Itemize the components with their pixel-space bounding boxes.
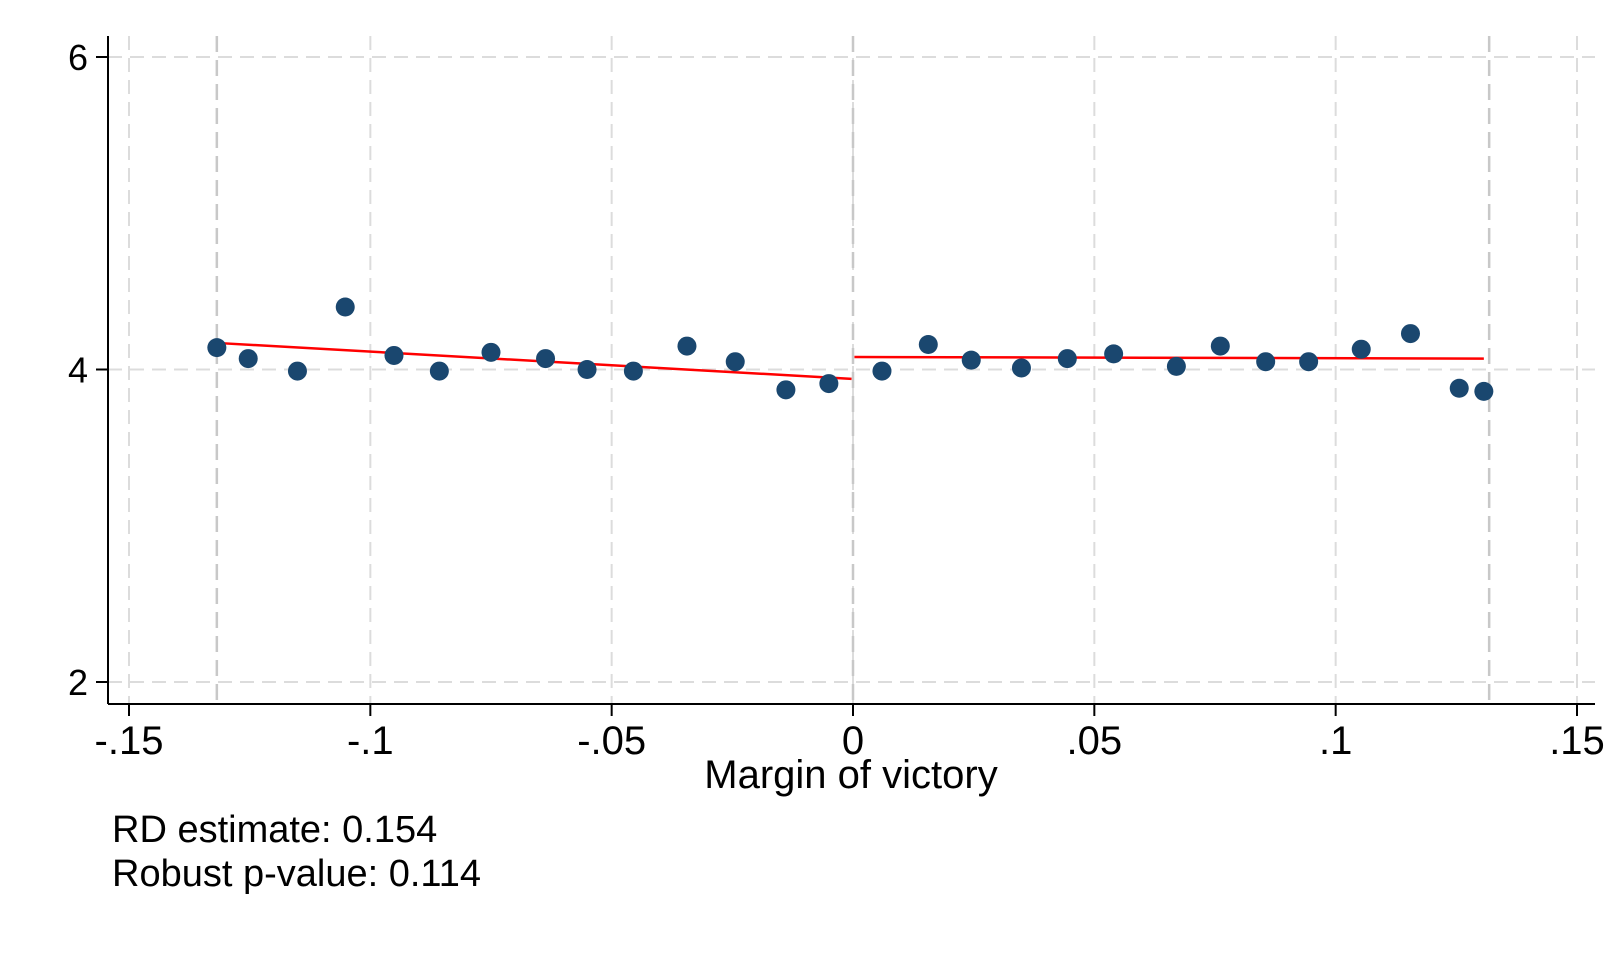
estimation-notes: RD estimate: 0.154 Robust p-value: 0.114 xyxy=(112,808,481,896)
data-point xyxy=(961,350,981,370)
data-point xyxy=(872,361,892,381)
data-point xyxy=(536,349,556,369)
data-point xyxy=(1449,378,1469,398)
data-point xyxy=(384,345,404,365)
data-point xyxy=(238,349,258,369)
x-tick-label: .1 xyxy=(1319,719,1352,763)
x-tick-label: .15 xyxy=(1549,719,1605,763)
data-point xyxy=(1166,356,1186,376)
data-point xyxy=(1400,324,1420,344)
p-value-text: Robust p-value: 0.114 xyxy=(112,853,481,895)
x-tick-label: -.1 xyxy=(347,719,394,763)
x-tick-label: -.05 xyxy=(577,719,646,763)
axes: -.15 -.1 -.05 0 .05 .1 .15 2 4 6 xyxy=(68,36,1605,763)
data-point xyxy=(1474,381,1494,401)
data-point xyxy=(207,338,227,358)
y-tick-label: 6 xyxy=(68,37,88,78)
data-point xyxy=(1057,349,1077,369)
x-axis-label: Margin of victory xyxy=(704,753,997,797)
data-point xyxy=(1104,344,1124,364)
data-point xyxy=(481,342,501,362)
data-point xyxy=(1011,358,1031,378)
data-point xyxy=(677,336,697,356)
y-tick-label: 4 xyxy=(68,350,88,391)
data-point xyxy=(918,335,938,354)
x-tick-label: .05 xyxy=(1067,719,1123,763)
data-point xyxy=(1299,352,1319,372)
rd-estimate-text: RD estimate: 0.154 xyxy=(112,809,438,851)
fit-line xyxy=(854,355,1484,360)
data-points xyxy=(207,297,1494,401)
data-point xyxy=(577,360,597,379)
data-point xyxy=(725,352,745,372)
data-point xyxy=(1256,352,1276,372)
fit-line xyxy=(216,341,852,381)
data-point xyxy=(1210,336,1230,356)
data-point xyxy=(287,361,307,381)
x-tick-label: 0 xyxy=(842,719,864,763)
data-point xyxy=(1351,339,1371,359)
grid-lines xyxy=(108,36,1595,704)
x-tick-label: -.15 xyxy=(95,719,164,763)
data-point xyxy=(429,361,449,381)
data-point xyxy=(819,374,839,394)
data-point xyxy=(623,361,643,381)
data-point xyxy=(335,297,355,317)
y-tick-label: 2 xyxy=(68,662,88,703)
data-point xyxy=(776,380,796,400)
fit-lines xyxy=(216,341,1484,381)
